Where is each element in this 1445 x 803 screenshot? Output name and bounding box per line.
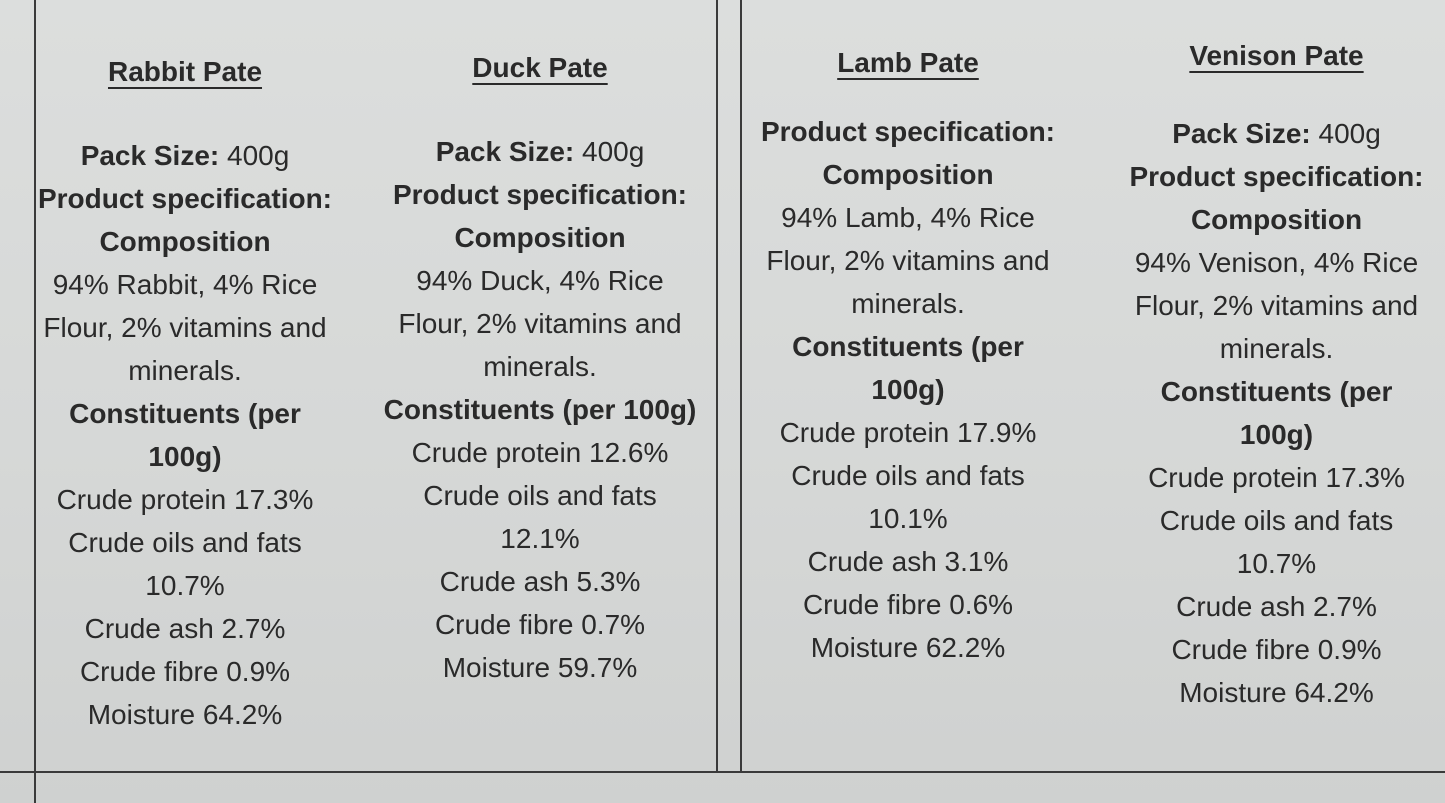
pack-size-value: 400g	[1310, 118, 1381, 149]
column-divider	[740, 0, 742, 773]
constituents-heading: Constituents (per	[69, 398, 301, 429]
spec-label: Product specification:	[1129, 161, 1424, 192]
constituents-heading: Constituents (per 100g)	[383, 394, 697, 425]
pack-size-value: 400g	[574, 136, 645, 167]
pack-size-value: 400g	[219, 140, 290, 171]
product-column-venison: Venison Pate Pack Size: 400g Product spe…	[1108, 34, 1445, 714]
constituents-heading: 100g)	[871, 374, 945, 405]
composition-line: minerals.	[851, 288, 965, 319]
composition-label: Composition	[1190, 204, 1363, 235]
composition-line: minerals.	[483, 351, 597, 382]
pack-size-label: Pack Size:	[435, 136, 575, 167]
constituent-line: 10.1%	[868, 503, 948, 534]
composition-line: minerals.	[1219, 333, 1334, 364]
constituents-heading: 100g)	[148, 441, 222, 472]
pack-size: Pack Size: 400g	[0, 134, 370, 177]
spec-label: Product specification:	[37, 183, 333, 214]
constituent-line: Crude protein 17.3%	[56, 484, 314, 515]
composition-line: Flour, 2% vitamins and	[398, 308, 682, 339]
constituent-line: Moisture 64.2%	[1179, 677, 1374, 708]
constituent-line: Crude ash 5.3%	[439, 566, 641, 597]
product-title: Venison Pate	[1189, 40, 1364, 71]
table-border-left	[34, 0, 36, 803]
product-column-duck: Duck Pate Pack Size: 400g Product specif…	[370, 46, 710, 689]
product-column-rabbit: Rabbit Pate Pack Size: 400g Product spec…	[0, 50, 370, 736]
product-title: Duck Pate	[472, 52, 608, 83]
constituent-line: Moisture 64.2%	[87, 699, 283, 730]
constituent-line: Crude ash 2.7%	[84, 613, 286, 644]
composition-label: Composition	[99, 226, 271, 257]
constituent-line: Crude fibre 0.9%	[79, 656, 291, 687]
constituent-line: 10.7%	[145, 570, 225, 601]
composition-label: Composition	[822, 159, 994, 190]
composition-line: Flour, 2% vitamins and	[766, 245, 1050, 276]
constituent-line: Crude ash 3.1%	[807, 546, 1009, 577]
constituent-line: Crude protein 12.6%	[411, 437, 669, 468]
constituents-heading: 100g)	[1239, 419, 1314, 450]
product-column-lamb: Lamb Pate Product specification: Composi…	[740, 41, 1076, 669]
composition-line: 94% Venison, 4% Rice	[1134, 247, 1419, 278]
constituent-line: Crude protein 17.3%	[1148, 462, 1405, 493]
constituent-line: Crude ash 2.7%	[1176, 591, 1377, 622]
constituents-heading: Constituents (per	[792, 331, 1024, 362]
composition-line: Flour, 2% vitamins and	[1134, 290, 1419, 321]
constituent-line: Crude protein 17.9%	[779, 417, 1037, 448]
constituent-line: Crude fibre 0.9%	[1171, 634, 1382, 665]
constituent-line: Crude fibre 0.7%	[434, 609, 646, 640]
constituent-line: Crude oils and fats	[423, 480, 657, 511]
constituent-line: Crude oils and fats	[1159, 505, 1394, 536]
constituent-line: 12.1%	[500, 523, 580, 554]
spec-label: Product specification:	[392, 179, 688, 210]
pack-size: Pack Size: 400g	[1108, 112, 1445, 155]
spec-label: Product specification:	[760, 116, 1056, 147]
constituent-line: Crude oils and fats	[68, 527, 302, 558]
composition-line: minerals.	[128, 355, 242, 386]
pack-size-label: Pack Size:	[1172, 118, 1311, 149]
table-border-bottom	[0, 771, 1445, 773]
constituent-line: Crude oils and fats	[791, 460, 1025, 491]
product-title: Rabbit Pate	[107, 56, 263, 87]
pack-size-label: Pack Size:	[80, 140, 220, 171]
constituent-line: Crude fibre 0.6%	[802, 589, 1014, 620]
constituents-heading: Constituents (per	[1160, 376, 1393, 407]
product-title: Lamb Pate	[837, 47, 979, 78]
composition-line: Flour, 2% vitamins and	[43, 312, 327, 343]
composition-line: 94% Duck, 4% Rice	[416, 265, 664, 296]
composition-line: 94% Lamb, 4% Rice	[781, 202, 1035, 233]
constituent-line: 10.7%	[1236, 548, 1317, 579]
composition-line: 94% Rabbit, 4% Rice	[52, 269, 318, 300]
column-divider	[716, 0, 718, 773]
pack-size: Pack Size: 400g	[370, 130, 710, 173]
composition-label: Composition	[454, 222, 626, 253]
constituent-line: Moisture 62.2%	[810, 632, 1006, 663]
constituent-line: Moisture 59.7%	[442, 652, 638, 683]
